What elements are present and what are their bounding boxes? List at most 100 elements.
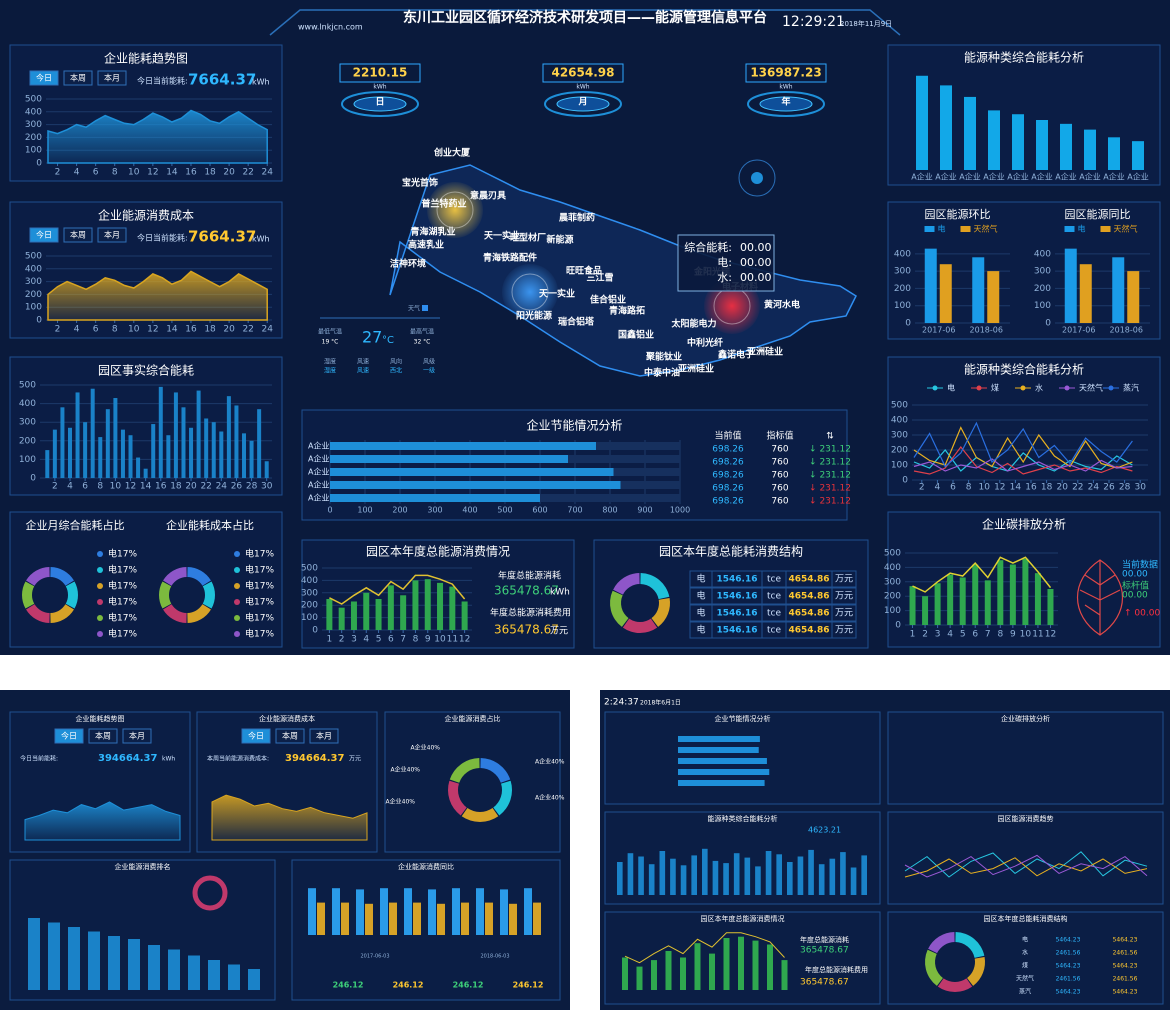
bar xyxy=(1022,558,1029,625)
tab[interactable] xyxy=(63,227,93,243)
bar xyxy=(1036,120,1048,170)
x-tick-label: 2018-06 xyxy=(1110,326,1143,335)
weather-label: 最高气温 xyxy=(410,328,434,336)
tab[interactable] xyxy=(97,227,127,243)
tab[interactable] xyxy=(29,227,59,243)
bar xyxy=(934,583,941,625)
table-cell: ↓ 231.12 xyxy=(809,497,851,507)
bar xyxy=(1108,137,1120,170)
y-tick-label: A企业 xyxy=(308,441,329,451)
x-tick-label: 16 xyxy=(155,482,167,492)
bar xyxy=(678,758,767,764)
table-cell: 5464.23 xyxy=(1056,937,1081,944)
tab[interactable] xyxy=(88,728,118,744)
panel-title: 企业能源消费同比 xyxy=(398,862,454,871)
tab[interactable] xyxy=(241,728,271,744)
place-label: 创业大厦 xyxy=(433,147,471,159)
line xyxy=(913,426,1133,469)
bar xyxy=(108,936,120,990)
tab-label[interactable]: 本月 xyxy=(316,731,332,741)
place-label: 天一实业 xyxy=(484,230,520,242)
x-tick-label: 14 xyxy=(166,168,178,178)
place-label: 亚洲硅业 xyxy=(678,363,714,375)
tab[interactable] xyxy=(309,728,339,744)
legend-swatch xyxy=(234,599,240,605)
total-value: 246.12 xyxy=(453,981,484,990)
tab-label[interactable]: 本周 xyxy=(95,731,111,741)
legend-label: 煤 xyxy=(991,383,999,393)
donut-segment xyxy=(480,758,511,783)
place-label: 鑫诺电子 xyxy=(717,349,754,361)
tab[interactable] xyxy=(122,728,152,744)
weather-label: 天气 xyxy=(408,305,420,313)
x-tick-label: 24 xyxy=(1088,483,1100,493)
tab-label[interactable]: 今日 xyxy=(248,731,264,741)
bar xyxy=(143,468,148,478)
x-tick-label: 2 xyxy=(919,483,925,493)
bar xyxy=(424,579,431,630)
y-tick-label: 400 xyxy=(25,107,42,117)
bar xyxy=(1112,257,1125,323)
bar xyxy=(350,601,357,630)
tab[interactable] xyxy=(97,70,127,86)
tab[interactable] xyxy=(63,70,93,86)
place-label: 新能源 xyxy=(546,234,573,246)
table-cell: tce xyxy=(767,626,781,636)
legend-swatch xyxy=(97,599,103,605)
stat-label: 年度总能源消耗费用 xyxy=(490,607,571,619)
x-tick-label: 18 xyxy=(204,325,216,335)
table-cell: tce xyxy=(767,592,781,602)
kpi-ring xyxy=(759,96,813,112)
x-tick-label: 7 xyxy=(985,630,991,640)
donut-segment xyxy=(449,758,480,783)
kpi-box xyxy=(542,63,624,83)
table-cell: 天然气 xyxy=(1016,975,1034,983)
line xyxy=(904,857,1148,878)
x-tick-label: 20 xyxy=(223,168,235,178)
y-tick-label: 200 xyxy=(884,592,901,602)
table-cell: tce xyxy=(767,575,781,585)
weather-icon xyxy=(422,305,428,311)
panel-title: 企业节能情况分析 xyxy=(526,418,622,433)
x-tick-label: A企业 xyxy=(911,172,932,182)
bar xyxy=(105,409,110,478)
table-cell: ↓ 231.12 xyxy=(809,471,851,481)
x-tick-label: 4 xyxy=(363,635,369,645)
bar xyxy=(208,960,220,990)
donut-segment xyxy=(447,780,467,816)
bar xyxy=(363,592,370,630)
bar xyxy=(738,936,744,990)
popup-label: 水: xyxy=(717,271,732,284)
tab-label[interactable]: 今日 xyxy=(36,73,52,83)
legend-swatch xyxy=(234,615,240,621)
place-label: 洁神环境 xyxy=(390,258,426,270)
tab-label[interactable]: 本周 xyxy=(282,731,298,741)
x-tick-label: 14 xyxy=(166,325,178,335)
weather-label: 最低气温 xyxy=(318,328,342,336)
area xyxy=(47,109,268,164)
x-tick-label: 10 xyxy=(110,482,122,492)
tab-label[interactable]: 本周 xyxy=(70,230,86,240)
tab[interactable] xyxy=(54,728,84,744)
bar xyxy=(959,577,966,625)
bar xyxy=(829,858,836,895)
bar xyxy=(148,945,160,990)
bar xyxy=(665,951,672,990)
tab-label[interactable]: 今日 xyxy=(61,731,77,741)
tab-label[interactable]: 本月 xyxy=(129,731,145,741)
bar xyxy=(413,902,421,935)
bar xyxy=(330,494,540,502)
tab[interactable] xyxy=(29,70,59,86)
x-tick-label: 12 xyxy=(994,483,1005,493)
bar xyxy=(234,405,239,478)
x-tick-label: 9 xyxy=(1010,630,1016,640)
table-cell: 698.26 xyxy=(712,497,744,507)
tab-label[interactable]: 今日 xyxy=(36,230,52,240)
tab-label[interactable]: 本月 xyxy=(104,73,120,83)
tab-label[interactable]: 本周 xyxy=(70,73,86,83)
x-tick-label: 4 xyxy=(947,630,953,640)
tab-label[interactable]: 本月 xyxy=(104,230,120,240)
bar xyxy=(776,854,782,895)
bar xyxy=(428,889,436,935)
tab[interactable] xyxy=(275,728,305,744)
